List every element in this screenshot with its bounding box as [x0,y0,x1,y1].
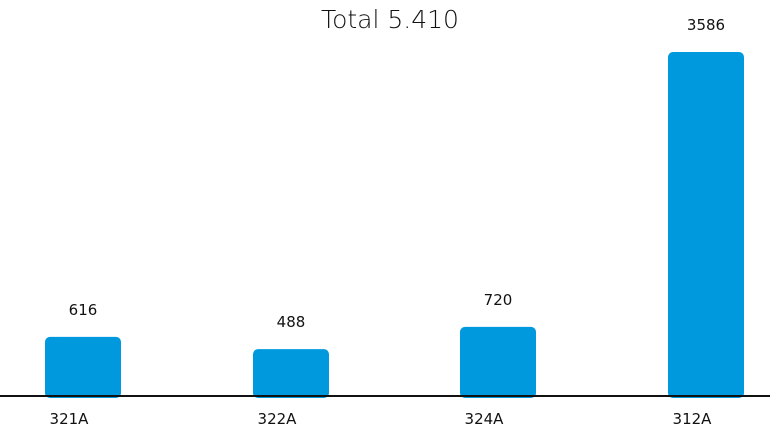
category-label-312a: 312A [673,410,713,428]
bars-group [45,52,744,398]
value-label-324a: 720 [484,291,513,309]
bar-322a [253,349,329,398]
value-label-322a: 488 [277,313,306,331]
bar-321a [45,336,121,398]
value-label-321a: 616 [69,301,98,319]
bar-312a [668,52,744,398]
category-label-321a: 321A [50,410,90,428]
value-labels-group: 616 488 720 3586 [69,16,725,331]
category-label-322a: 322A [258,410,298,428]
value-label-312a: 3586 [687,16,725,34]
category-label-324a: 324A [465,410,505,428]
category-labels-group: 321A 322A 324A 312A [50,410,713,428]
chart-title: Total 5.410 [321,5,459,34]
bar-324a [460,326,536,398]
